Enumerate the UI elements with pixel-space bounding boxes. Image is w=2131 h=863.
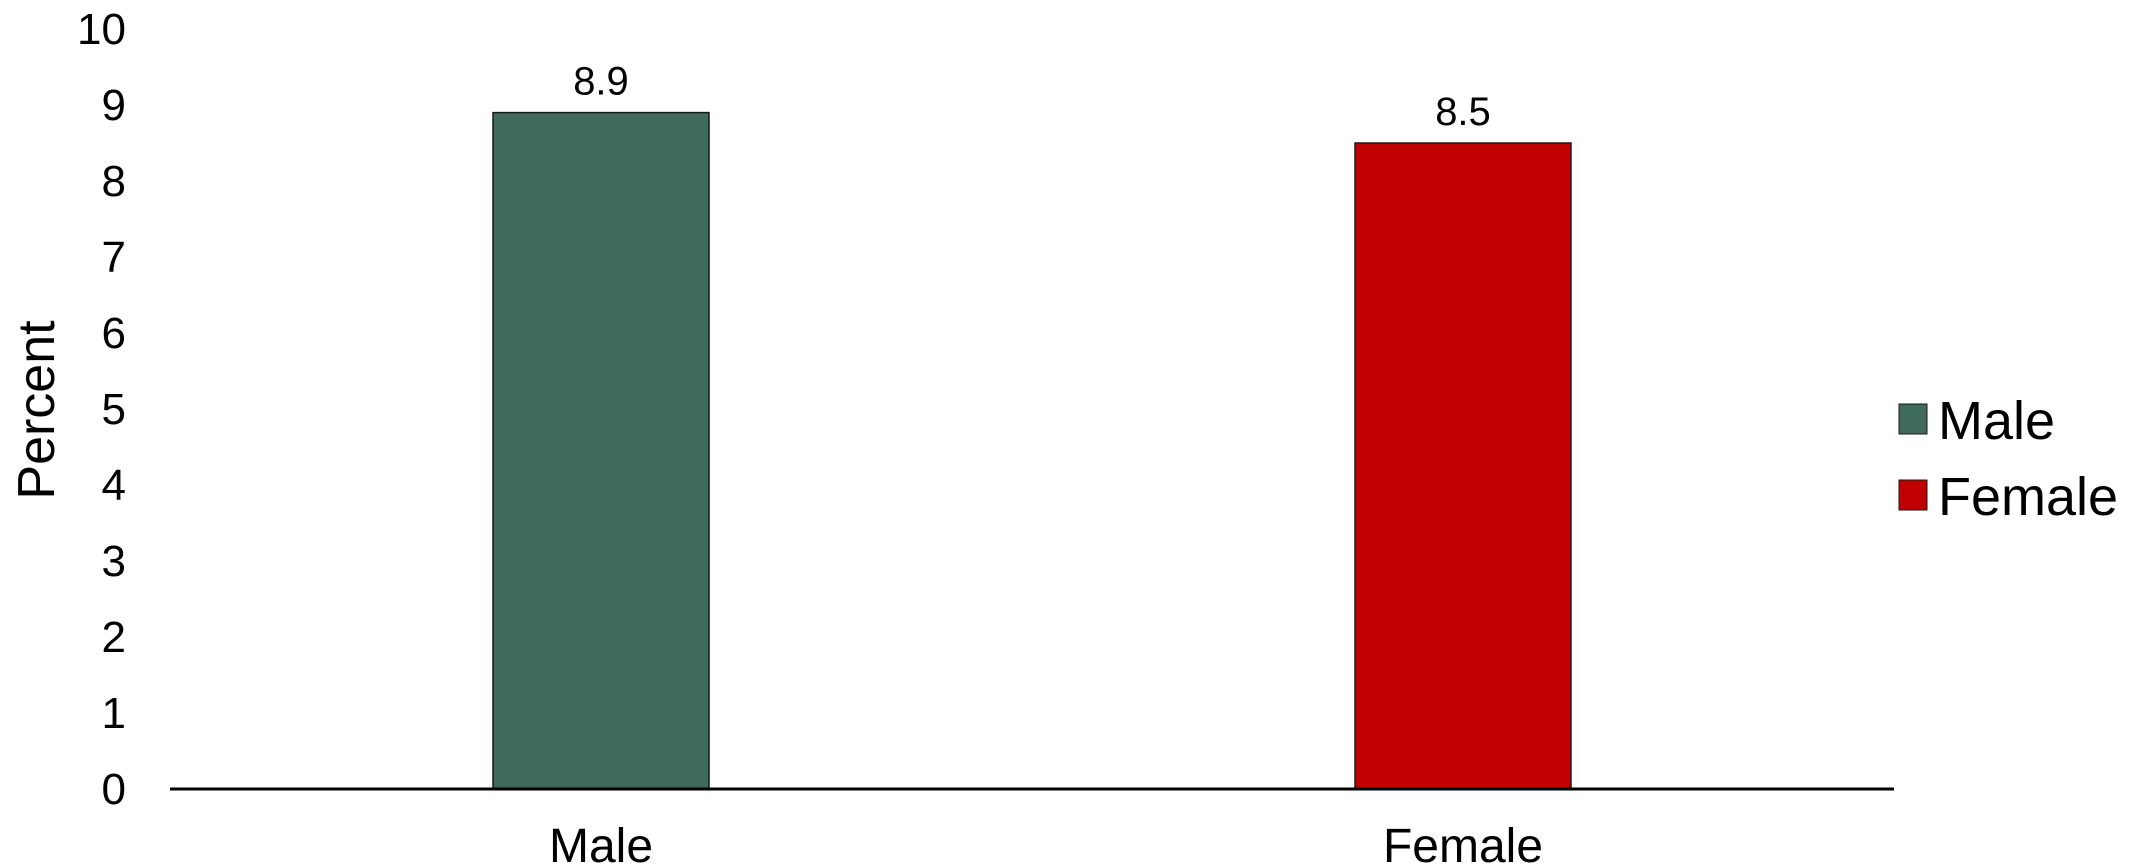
- y-tick-label: 10: [77, 5, 126, 54]
- y-tick-label: 9: [102, 81, 126, 130]
- y-tick-label: 8: [102, 157, 126, 206]
- y-axis-title: Percent: [8, 320, 66, 500]
- legend-label-male: Male: [1938, 391, 2055, 451]
- bar-male: [492, 111, 710, 790]
- legend: Male Female: [1898, 391, 2118, 527]
- x-axis: Male Female: [549, 820, 1543, 863]
- y-tick-label: 2: [102, 613, 126, 662]
- y-tick-label: 6: [102, 309, 126, 358]
- x-tick-label-female: Female: [1383, 820, 1543, 863]
- y-tick-label: 1: [102, 689, 126, 738]
- legend-swatch-male: [1898, 403, 1928, 435]
- y-tick-label: 7: [102, 233, 126, 282]
- x-tick-label-male: Male: [549, 820, 653, 863]
- y-tick-label: 5: [102, 385, 126, 434]
- y-tick-label: 3: [102, 537, 126, 586]
- bar-female: [1354, 142, 1572, 790]
- legend-label-female: Female: [1938, 467, 2118, 527]
- y-axis: 0 1 2 3 4 5 6 7 8 9 10: [77, 5, 126, 814]
- data-labels-group: 8.9 8.5: [573, 60, 1491, 134]
- y-tick-label: 0: [102, 765, 126, 814]
- bars-group: [492, 111, 1572, 790]
- legend-swatch-female: [1898, 479, 1928, 511]
- y-tick-label: 4: [102, 461, 126, 510]
- data-label-male: 8.9: [573, 60, 629, 104]
- data-label-female: 8.5: [1435, 90, 1491, 134]
